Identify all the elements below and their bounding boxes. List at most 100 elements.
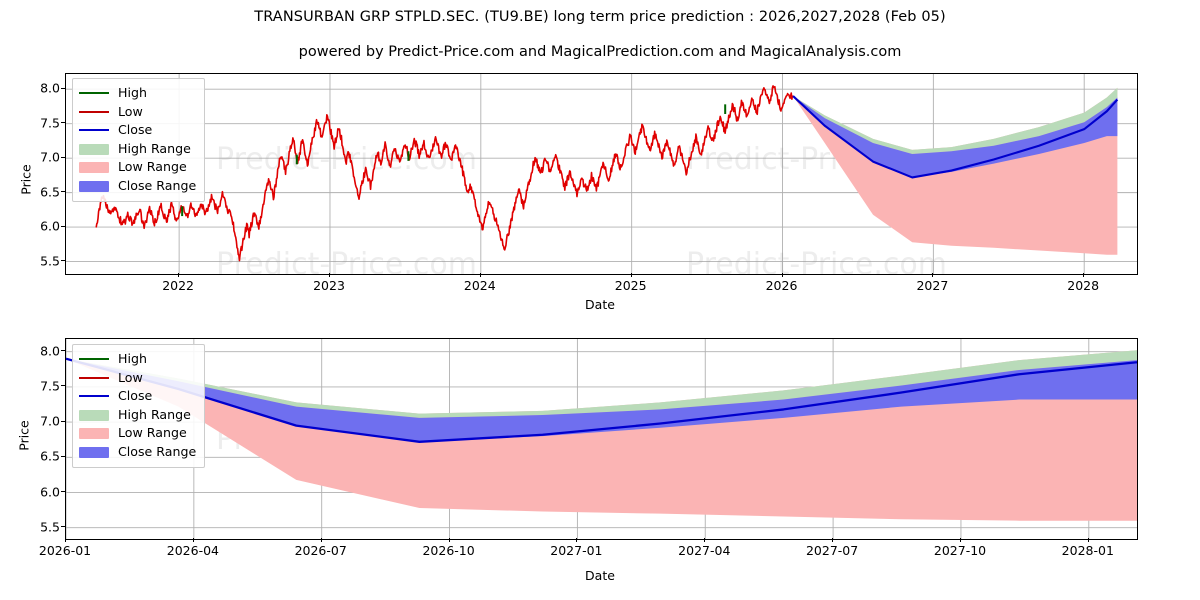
legend-item-label: Close Range [118,177,197,193]
legend-swatch-low-icon [79,106,109,118]
legend-swatch-high-icon [79,353,109,365]
top-chart-xtick-label: 2023 [313,278,345,293]
bottom-chart-ytick-mark [61,385,65,387]
bottom-chart-ytick-mark [61,420,65,422]
legend-item-low[interactable]: Low [79,103,196,122]
top-chart-panel: Price Predict-Price.com Predict-Price.com… [19,73,1138,312]
bottom-chart-xtick-label: 2026-07 [294,543,347,558]
bottom-chart-xtick-label: 2028-01 [1061,543,1114,558]
legend-item-label: Close Range [118,443,197,459]
bottom-chart-legend: High Low Close High Range Low Range Close Ran… [72,344,206,468]
bottom-chart-ytick-label: 8.0 [40,343,60,359]
bottom-chart-ytick-label: 7.0 [40,413,60,429]
legend-swatch-close-range-icon [79,180,109,192]
top-chart-ytick-mark [61,122,65,124]
top-chart-xlabel: Date [585,297,615,312]
legend-item-label: High Range [118,406,191,422]
top-chart-xtick-label: 2028 [1067,278,1100,293]
legend-item-high[interactable]: High [79,350,196,369]
top-close-range-band [793,96,1118,178]
bottom-chart-xtick-mark [960,538,961,542]
legend-item-label: Low [118,103,143,119]
legend-item-label: High [118,85,147,100]
top-chart-xtick-label: 2024 [463,278,496,293]
legend-item-high-range[interactable]: High Range [79,406,196,425]
legend-swatch-low-range-icon [79,428,109,440]
legend-item-low-range[interactable]: Low Range [79,158,196,177]
top-chart-xtick-label: 2022 [162,278,194,293]
bottom-chart-ytick-label: 6.5 [40,448,60,464]
bottom-chart-xtick-mark [65,538,66,542]
top-chart-ytick-label: 6.5 [40,184,60,200]
bottom-chart-xtick-mark [192,538,194,542]
legend-item-close[interactable]: Close [79,387,196,406]
top-chart-ytick-label: 5.5 [40,253,60,269]
top-chart-svg: Predict-Price.com Predict-Price.comPredic… [66,74,1137,274]
top-chart-xtick-mark [781,273,783,277]
legend-item-label: Close [118,388,153,404]
top-chart-ytick-mark [61,156,65,158]
bottom-chart-xtick-label: 2026-01 [38,543,92,558]
top-chart-xtick-mark [1083,273,1085,277]
top-low-history-line [95,85,794,262]
top-chart-xtick-mark [479,273,481,277]
top-chart-ytick-mark [61,225,65,227]
bottom-chart-xtick-mark [448,538,450,542]
legend-item-low-range[interactable]: Low Range [79,424,196,443]
legend-swatch-close-icon [79,124,109,136]
bottom-chart-ytick-mark [61,455,65,457]
bottom-chart-xtick-mark [1087,538,1089,542]
top-chart-ytick-label: 7.0 [40,149,60,165]
bottom-chart-xtick-mark [704,538,706,542]
legend-item-label: High [118,351,147,366]
top-chart-xtick-mark [329,273,330,277]
legend-item-label: Close [118,122,153,138]
bottom-chart-xtick-mark [576,538,578,542]
top-chart-ytick-label: 8.0 [40,80,60,96]
legend-item-close-range[interactable]: Close Range [79,177,196,196]
bottom-chart-ytick-mark [61,350,65,352]
top-chart-ytick-mark [61,87,65,89]
legend-swatch-close-range-icon [79,446,109,458]
bottom-chart-xtick-mark [320,538,322,542]
top-chart-xtick-mark [932,273,934,277]
watermark: Predict-Price.com [686,247,947,274]
bottom-chart-xtick-label: 2027-04 [678,543,731,558]
bottom-chart-xtick-label: 2026-10 [422,543,475,558]
top-chart-xtick-mark [630,273,632,277]
top-chart-xtick-label: 2026 [765,278,798,293]
bottom-chart-ytick-mark [61,526,65,528]
bottom-chart-panel: Price Predict-Price.comPredict-Price.com… [0,310,1200,600]
legend-item-label: Low Range [118,425,187,441]
top-chart-ytick-mark [61,260,65,262]
legend-item-low[interactable]: Low [79,369,196,388]
page-title: TRANSURBAN GRP STPLD.SEC. (TU9.BE) long … [254,9,946,25]
top-chart-xtick-label: 2025 [614,278,647,293]
bottom-chart-xlabel: Date [585,568,615,583]
top-chart-ytick-label: 6.0 [40,218,60,234]
legend-item-close[interactable]: Close [79,121,196,140]
bottom-chart-xtick-mark [832,538,834,542]
watermark: Predict-Price.com [216,247,477,274]
legend-item-high-range[interactable]: High Range [79,140,196,159]
legend-swatch-low-range-icon [79,162,109,174]
bottom-chart-ytick-mark [61,491,65,492]
bottom-chart-ytick-label: 6.0 [40,484,60,499]
top-close-forecast-line [792,95,1119,179]
bottom-close-range-band [66,358,1137,442]
bottom-close-line [66,357,1137,443]
bottom-chart-xtick-label: 2026-04 [166,543,220,558]
legend-swatch-high-range-icon [79,409,109,421]
legend-item-high[interactable]: High [79,84,196,103]
top-chart-ytick-mark [61,191,65,193]
top-chart-plot-area: Predict-Price.com Predict-Price.com Predic… [65,73,1138,275]
legend-swatch-close-icon [79,390,109,402]
legend-swatch-high-icon [79,87,109,99]
bottom-chart-xtick-label: 2027-07 [805,543,859,558]
top-chart-ytick-label: 7.5 [40,115,60,131]
legend-swatch-high-range-icon [79,143,109,155]
legend-item-close-range[interactable]: Close Range [79,443,196,462]
top-chart-legend: High Low Close High Range Low Range Close Ran… [72,78,206,202]
